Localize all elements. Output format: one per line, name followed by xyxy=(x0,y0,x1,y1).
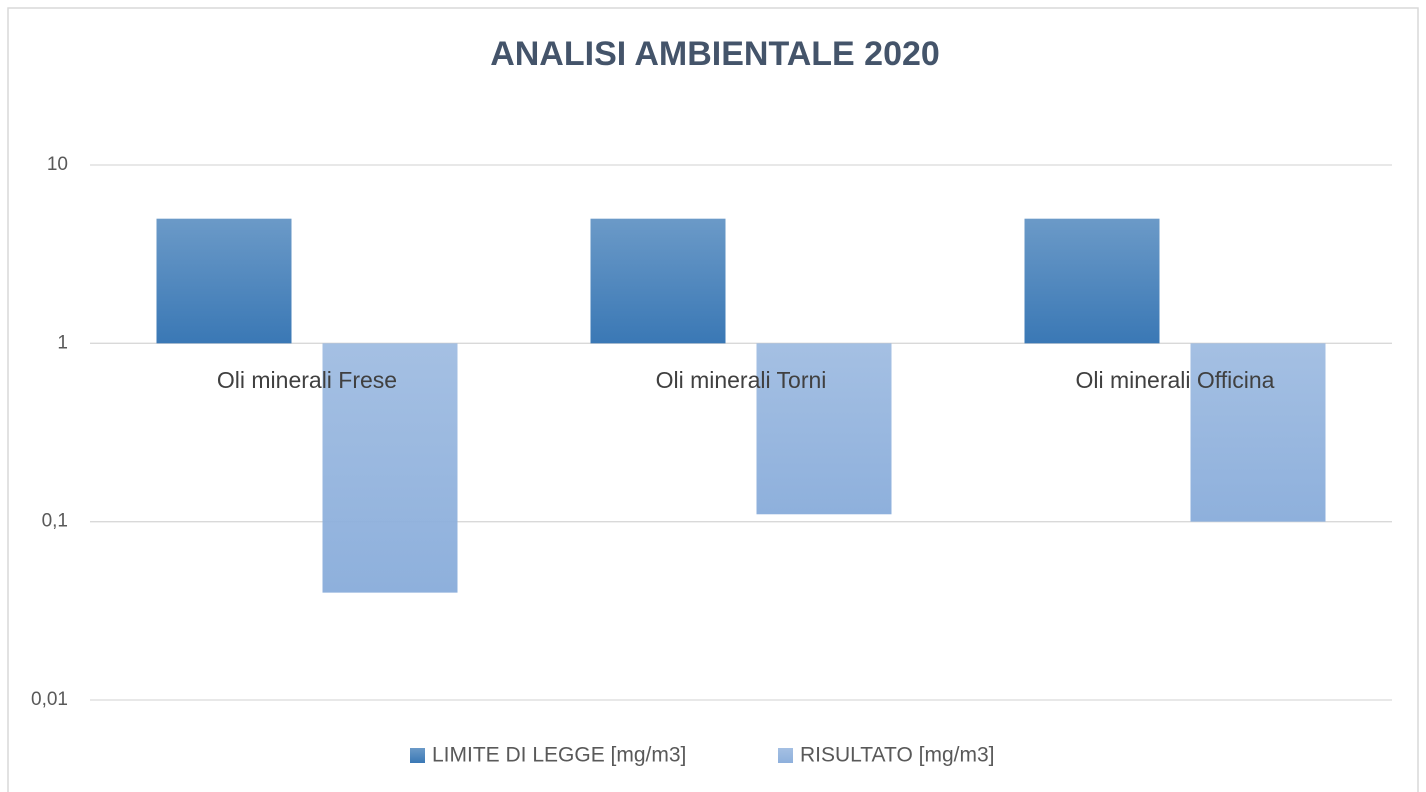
y-tick-label: 10 xyxy=(47,154,68,175)
x-tick-label: Oli minerali Torni xyxy=(656,367,827,393)
y-tick-label: 0,01 xyxy=(31,689,68,710)
bar xyxy=(1024,218,1160,344)
legend-label: LIMITE DI LEGGE [mg/m3] xyxy=(432,744,686,767)
legend-swatch xyxy=(778,748,793,763)
bar xyxy=(756,343,892,515)
bar xyxy=(156,218,292,344)
x-tick-label: Oli minerali Frese xyxy=(217,367,397,393)
bar xyxy=(590,218,726,344)
bar xyxy=(322,343,458,593)
y-tick-label: 0,1 xyxy=(42,511,68,532)
legend-swatch xyxy=(410,748,425,763)
chart-border xyxy=(7,7,1419,792)
bar xyxy=(1190,343,1326,522)
chart-title: ANALISI AMBIENTALE 2020 xyxy=(490,35,940,73)
y-tick-label: 1 xyxy=(57,332,68,353)
x-tick-label: Oli minerali Officina xyxy=(1076,367,1275,393)
legend-label: RISULTATO [mg/m3] xyxy=(800,744,994,767)
